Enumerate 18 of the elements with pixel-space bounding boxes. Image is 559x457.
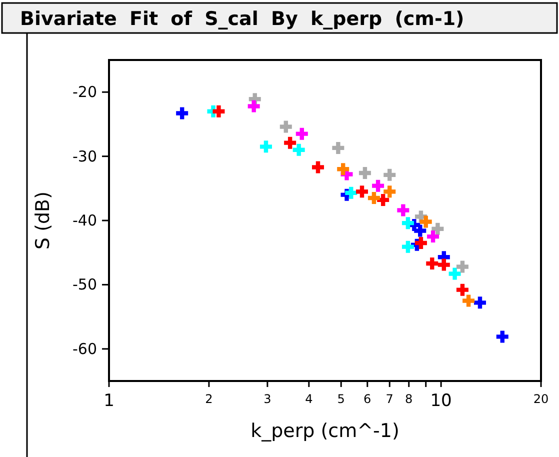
- y-tick-label: -60: [72, 340, 97, 358]
- x-tick-label: 1: [104, 391, 114, 411]
- x-axis-title: k_perp (cm^-1): [250, 420, 400, 442]
- x-tick-label: 2: [205, 392, 213, 406]
- x-tick-label: 7: [386, 392, 394, 406]
- y-tick-label: -30: [72, 147, 97, 166]
- x-tick-label: 6: [364, 392, 372, 406]
- x-tick-label: 4: [305, 392, 313, 406]
- x-tick-label: 20: [533, 392, 549, 406]
- x-tick-label: 3: [264, 392, 272, 406]
- x-tick-label: 8: [405, 392, 413, 406]
- x-tick-label: 5: [337, 392, 345, 406]
- x-tick-label: 10: [430, 391, 452, 411]
- y-tick-label: -40: [72, 212, 97, 230]
- chart-title: Bivariate Fit of S_cal By k_perp (cm-1): [20, 8, 464, 30]
- y-axis-title: S (dB): [32, 191, 54, 250]
- y-tick-label: -20: [72, 83, 97, 102]
- y-tick-label: -50: [72, 276, 97, 294]
